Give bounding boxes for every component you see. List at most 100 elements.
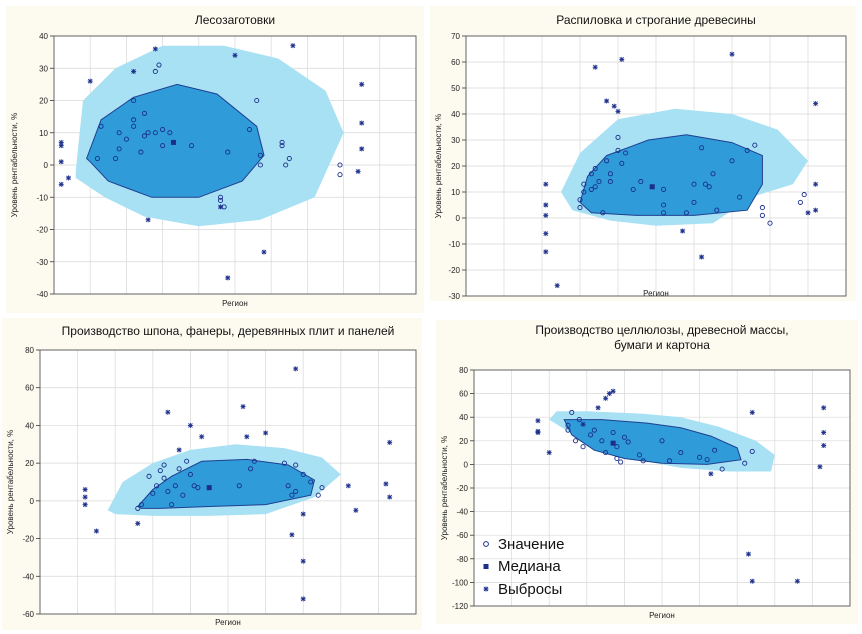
data-point-value [315,492,321,498]
data-point-outlier [821,430,827,436]
data-point-outlier [290,43,296,49]
y-tick-label: -10 [36,193,48,202]
data-point-value [591,427,597,433]
y-tick-label: 60 [459,390,468,399]
data-point-outlier [592,64,598,70]
data-point-outlier [232,52,238,58]
data-point-outlier [58,181,64,187]
data-point-value [759,205,765,211]
data-point-value [744,147,750,153]
data-point-value [131,117,137,123]
data-point-value [759,212,765,218]
data-point-outlier [359,120,365,126]
data-point-value [603,450,609,456]
data-point-value [217,194,224,200]
data-point-value [691,181,697,187]
data-point-value [607,179,613,185]
data-point-value [156,62,162,68]
data-point-value [131,123,137,129]
data-point-outlier [383,481,389,487]
data-point-outlier [604,98,610,104]
legend-outlier-label: Выбросы [498,581,562,598]
y-axis-label: Уровень рентабельности, % [6,430,15,534]
data-point-outlier [821,443,827,449]
chart-logging: -40 -30 -20 -10 0 10 20 30 40 Лесозаготовки Регион… [10,13,417,308]
data-point-outlier [387,439,393,445]
data-point-outlier [263,430,269,436]
chart-veneer: -60 -40 -20 0 20 40 60 80 Производство шпона, фа… [6,324,417,627]
data-point-value [661,186,667,192]
chart-sawmilling: -30 -20 -10 0 10 20 30 40 50 60 70 Распиловка и стр… [434,13,847,301]
data-point-value [710,171,716,177]
data-point-value [614,444,620,450]
data-point-outlier [603,395,609,401]
chart-pulp: -120 -100 -80 -60 -40 -20 0 20 40 60 80 Производств… [440,323,851,620]
y-tick-label: -40 [36,290,48,299]
data-point-value [600,210,606,216]
data-point-value [319,485,325,491]
chart-panel-veneer: -60 -40 -20 0 20 40 60 80 Производство шпона, фа… [2,318,422,630]
data-point-outlier [749,578,755,584]
y-tick-label: 0 [456,214,461,223]
data-point-value [195,485,201,491]
data-point-value [236,483,242,489]
data-point-value [712,447,718,453]
data-point-value [225,149,231,155]
data-point-median [170,139,176,145]
y-axis-label: Уровень рентабельности, % [440,436,449,540]
inner-region [563,419,742,465]
y-tick-label: 20 [459,437,468,446]
data-point-outlier [708,471,714,477]
data-point-value [135,505,141,511]
data-point-value [630,186,636,192]
data-point-outlier [353,507,359,513]
data-point-value [618,459,624,465]
data-point-value [161,475,167,481]
data-point-value [621,434,627,440]
data-point-outlier [543,202,549,208]
data-point-outlier [554,283,560,289]
data-point-value [592,166,598,172]
data-point-value [565,427,571,433]
y-tick-label: -120 [452,602,469,611]
data-point-value [123,136,129,142]
data-point-outlier [152,46,158,52]
y-tick-label: -60 [22,610,34,619]
data-point-outlier [93,528,99,534]
y-tick-label: 10 [39,129,48,138]
x-axis-label: Регион [649,611,675,620]
data-point-value [596,179,602,185]
y-tick-label: -30 [448,292,460,301]
data-point-value [141,133,148,139]
data-point-value [697,454,703,460]
data-point-outlier [300,511,306,517]
data-point-value [577,197,583,203]
data-point-value [98,123,104,129]
y-tick-label: 70 [451,32,460,41]
data-point-value [666,458,673,464]
data-point-value [588,432,594,438]
data-point-value [801,192,807,198]
data-point-value [116,146,122,152]
y-tick-label: 80 [459,366,468,375]
data-point-value [283,162,289,168]
legend-median-label: Медиана [498,558,561,575]
y-tick-label: 0 [464,460,469,469]
data-point-value [257,152,263,158]
y-tick-label: -80 [456,555,468,564]
data-point-value [691,199,697,205]
data-point-outlier [165,409,171,415]
data-point-outlier [546,450,552,456]
plot-border [53,35,417,295]
y-tick-label: 0 [30,497,35,506]
data-point-value [659,438,665,444]
data-point-value [625,439,631,445]
y-tick-label: -40 [22,572,34,581]
data-point-value [714,207,720,213]
data-point-outlier [619,56,625,62]
data-point-value [588,171,594,177]
data-point-value [569,409,575,416]
y-tick-label: 20 [39,97,48,106]
chart-title: Производство целлюлозы, древесной массы,… [535,323,788,352]
data-point-value [184,458,190,464]
